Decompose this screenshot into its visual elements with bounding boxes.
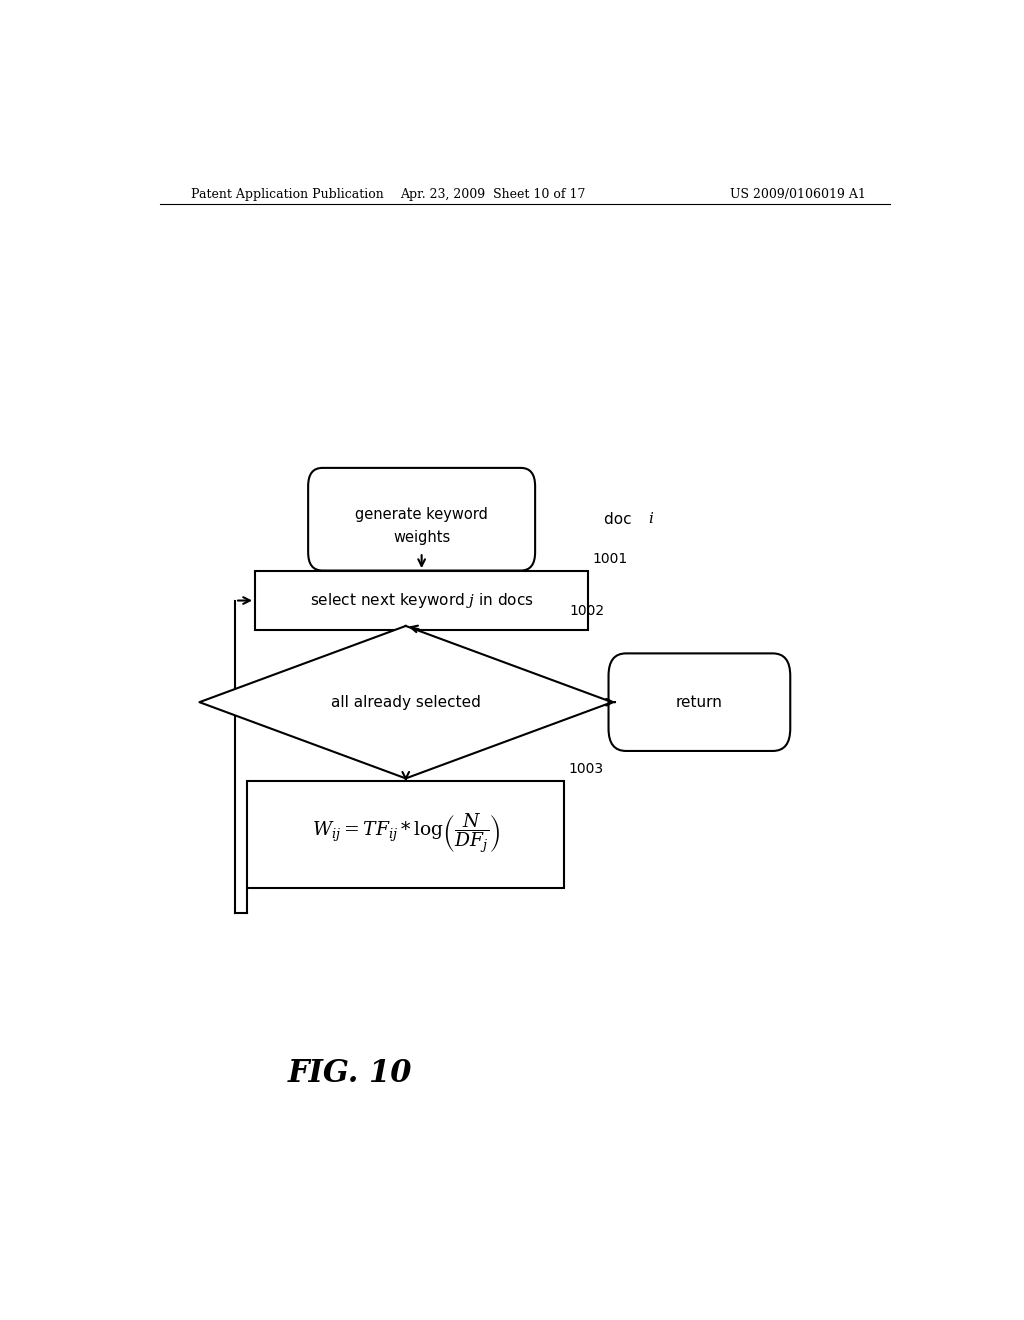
- Text: Patent Application Publication: Patent Application Publication: [191, 187, 384, 201]
- Bar: [255, 572, 588, 630]
- Text: N: N: [416, 793, 427, 809]
- Text: Apr. 23, 2009  Sheet 10 of 17: Apr. 23, 2009 Sheet 10 of 17: [400, 187, 586, 201]
- Text: weights: weights: [393, 531, 451, 545]
- Text: generate keyword: generate keyword: [355, 507, 488, 521]
- Text: select next keyword $j$ in docs: select next keyword $j$ in docs: [309, 591, 534, 610]
- Text: 1001: 1001: [592, 552, 628, 566]
- Text: US 2009/0106019 A1: US 2009/0106019 A1: [730, 187, 866, 201]
- Text: doc: doc: [604, 512, 637, 527]
- Text: FIG. 10: FIG. 10: [288, 1057, 413, 1089]
- Bar: [247, 781, 564, 887]
- Text: $W_{ij} = TF_{ij} * \log\!\left(\dfrac{N}{DF_j}\right)$: $W_{ij} = TF_{ij} * \log\!\left(\dfrac{N…: [311, 812, 500, 857]
- Text: 1003: 1003: [568, 762, 603, 776]
- Polygon shape: [200, 626, 612, 779]
- Text: 1002: 1002: [569, 603, 604, 618]
- FancyBboxPatch shape: [608, 653, 791, 751]
- Text: return: return: [676, 694, 723, 710]
- Text: i: i: [648, 512, 652, 527]
- Text: all already selected: all already selected: [331, 694, 480, 710]
- Text: Y: Y: [620, 672, 630, 686]
- FancyBboxPatch shape: [308, 467, 536, 570]
